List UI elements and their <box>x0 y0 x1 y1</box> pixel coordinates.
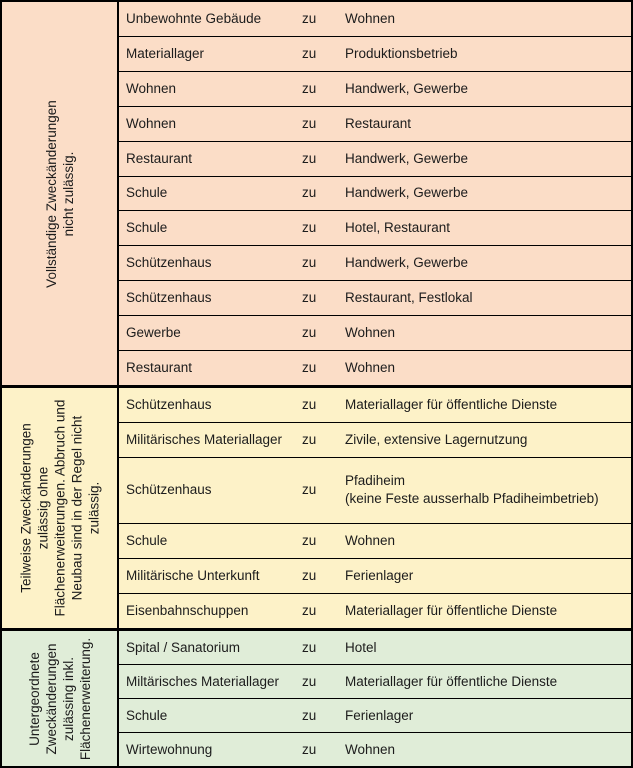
table-row: Gewerbe zu Wohnen <box>119 315 631 350</box>
row-from-use: Wohnen <box>126 115 177 131</box>
table-row: Schule zu Handwerk, Gewerbe <box>119 175 631 211</box>
row-to-use: Materiallager für öffentliche Dienste <box>345 602 558 618</box>
row-from-use: Eisenbahnschuppen <box>126 602 249 618</box>
row-to-use: Hotel, Restaurant <box>345 220 451 236</box>
table-row: Schützenhaus zu Restaurant, Festlokal <box>119 280 631 315</box>
row-to-use: Restaurant <box>345 115 412 131</box>
row-zu-label: zu <box>302 602 317 618</box>
row-zu-label: zu <box>302 639 317 655</box>
row-from-use: Gewerbe <box>126 325 181 341</box>
row-to-use: Materiallager für öffentliche Dienste <box>345 673 558 689</box>
row-to-use: Pfadiheim (keine Feste ausserhalb Pfadih… <box>345 473 599 507</box>
row-from-use: Restaurant <box>126 150 193 166</box>
row-from-use: Schützenhaus <box>126 255 212 271</box>
row-to-use: Zivile, extensive Lagernutzung <box>345 432 528 448</box>
row-zu-label: zu <box>302 10 317 26</box>
row-to-use: Materiallager für öffentliche Dienste <box>345 397 558 413</box>
table-row: Spital / Sanatorium zu Hotel <box>119 631 631 664</box>
row-from-use: Schützenhaus <box>126 290 212 306</box>
row-to-use: Produktionsbetrieb <box>345 45 458 61</box>
section-label-cell: Untergeordnete Zweckänderungen zulässing… <box>2 631 119 766</box>
row-from-use: Spital / Sanatorium <box>126 639 241 655</box>
row-zu-label: zu <box>302 707 317 723</box>
table-row: Schule zu Wohnen <box>119 522 631 558</box>
table-row: Wirtewohnung zu Wohnen <box>119 732 631 766</box>
row-from-use: Militärische Unterkunft <box>126 567 260 583</box>
row-zu-label: zu <box>302 397 317 413</box>
row-to-use: Wohnen <box>345 325 396 341</box>
row-from-use: Schule <box>126 707 168 723</box>
row-to-use: Ferienlager <box>345 707 414 723</box>
section-label: Untergeordnete Zweckänderungen zulässing… <box>26 637 93 760</box>
row-zu-label: zu <box>302 432 317 448</box>
table-row: Wohnen zu Handwerk, Gewerbe <box>119 70 631 106</box>
row-to-use: Handwerk, Gewerbe <box>345 185 469 201</box>
table-row: Eisenbahnschuppen zu Materiallager für öff… <box>119 592 631 628</box>
row-from-use: Schützenhaus <box>126 482 212 498</box>
table-row: Restaurant zu Wohnen <box>119 350 631 385</box>
row-zu-label: zu <box>302 150 317 166</box>
section-rows: Schützenhaus zu Materiallager für öffentli… <box>119 388 631 628</box>
row-from-use: Wirtewohnung <box>126 741 213 757</box>
row-from-use: Wohnen <box>126 80 177 96</box>
row-zu-label: zu <box>302 532 317 548</box>
table-row: Militärische Unterkunft zu Ferienlager <box>119 557 631 593</box>
table-row: Wohnen zu Restaurant <box>119 105 631 141</box>
table-row: Materiallager zu Produktionsbetrieb <box>119 35 631 71</box>
section-teilweise-zweckaenderungen: Teilweise Zweckänderungen zulässig ohne … <box>2 385 631 628</box>
row-zu-label: zu <box>302 741 317 757</box>
section-label: Vollständige Zweckänderungen nicht zuläs… <box>43 99 76 288</box>
row-from-use: Restaurant <box>126 360 193 376</box>
row-from-use: Schule <box>126 220 168 236</box>
section-label-cell: Teilweise Zweckänderungen zulässig ohne … <box>2 388 119 628</box>
row-from-use: Unbewohnte Gebäude <box>126 10 262 26</box>
row-zu-label: zu <box>302 360 317 376</box>
row-to-use: Wohnen <box>345 360 396 376</box>
row-to-use: Ferienlager <box>345 567 414 583</box>
table-row: Militärisches Materiallager zu Zivile, ext… <box>119 422 631 457</box>
section-vollstaendige-zweckaenderungen: Vollständige Zweckänderungen nicht zuläs… <box>2 2 631 385</box>
row-from-use: Materiallager <box>126 45 205 61</box>
section-untergeordnete-zweckaenderungen: Untergeordnete Zweckänderungen zulässing… <box>2 628 631 766</box>
row-zu-label: zu <box>302 255 317 271</box>
row-zu-label: zu <box>302 220 317 236</box>
table-row: Schule zu Hotel, Restaurant <box>119 210 631 245</box>
section-label: Teilweise Zweckänderungen zulässig ohne … <box>18 399 101 617</box>
row-to-use: Wohnen <box>345 10 396 26</box>
table-row: Unbewohnte Gebäude zu Wohnen <box>119 2 631 36</box>
row-zu-label: zu <box>302 115 317 131</box>
row-zu-label: zu <box>302 567 317 583</box>
section-label-cell: Vollständige Zweckänderungen nicht zuläs… <box>2 2 119 385</box>
row-zu-label: zu <box>302 45 317 61</box>
row-zu-label: zu <box>302 325 317 341</box>
row-to-use: Handwerk, Gewerbe <box>345 80 469 96</box>
table-row: Schützenhaus zu Handwerk, Gewerbe <box>119 245 631 280</box>
table-row: Schützenhaus zu Pfadiheim (keine Feste aus… <box>119 457 631 523</box>
row-from-use: Miltärisches Materiallager <box>126 673 280 689</box>
table-row: Miltärisches Materiallager zu Materiallage… <box>119 664 631 698</box>
row-from-use: Schule <box>126 532 168 548</box>
section-rows: Unbewohnte Gebäude zu Wohnen Materiallager z… <box>119 2 631 385</box>
row-from-use: Militärisches Materiallager <box>126 432 283 448</box>
row-zu-label: zu <box>302 673 317 689</box>
table-row: Restaurant zu Handwerk, Gewerbe <box>119 140 631 176</box>
row-to-use: Handwerk, Gewerbe <box>345 150 469 166</box>
row-to-use: Handwerk, Gewerbe <box>345 255 469 271</box>
row-to-use: Restaurant, Festlokal <box>345 290 473 306</box>
row-zu-label: zu <box>302 80 317 96</box>
row-to-use: Wohnen <box>345 532 396 548</box>
row-to-use: Hotel <box>345 639 377 655</box>
table-row: Schule zu Ferienlager <box>119 698 631 732</box>
row-zu-label: zu <box>302 185 317 201</box>
row-from-use: Schule <box>126 185 168 201</box>
row-zu-label: zu <box>302 290 317 306</box>
row-from-use: Schützenhaus <box>126 397 212 413</box>
row-to-use: Wohnen <box>345 741 396 757</box>
section-rows: Spital / Sanatorium zu Hotel Miltärisches M… <box>119 631 631 766</box>
row-zu-label: zu <box>302 482 317 498</box>
table-row: Schützenhaus zu Materiallager für öffentli… <box>119 388 631 422</box>
